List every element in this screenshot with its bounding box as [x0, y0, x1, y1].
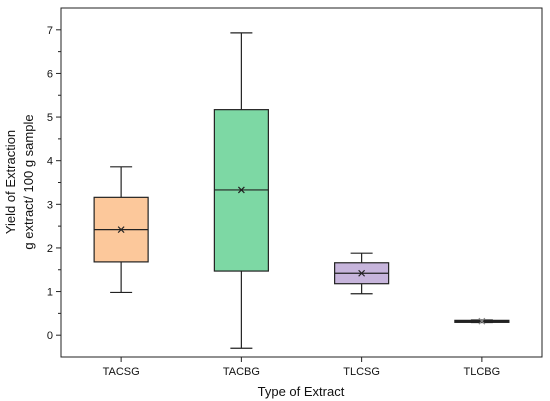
y-tick-label: 2 — [47, 243, 53, 255]
x-axis-title: Type of Extract — [258, 384, 345, 399]
box-tacsg — [93, 166, 149, 294]
mean-marker — [358, 269, 366, 277]
boxes-layer — [93, 32, 510, 349]
y-tick-label: 7 — [47, 25, 53, 37]
y-tick-label: 4 — [47, 156, 53, 168]
box-tlcsg — [334, 252, 390, 295]
box-tlcbg — [454, 317, 510, 325]
y-tick-label: 0 — [47, 330, 53, 342]
x-axis: TACSG TACBG TLCSG TLCBG — [103, 357, 501, 378]
y-tick-label: 3 — [47, 199, 53, 211]
mean-marker — [478, 317, 486, 325]
x-tick-label: TACSG — [103, 366, 140, 378]
plot-frame — [60, 7, 543, 358]
y-axis-title-line1: Yield of Extraction — [3, 130, 18, 234]
x-tick-label: TACBG — [223, 366, 260, 378]
mean-marker — [237, 186, 245, 194]
y-axis-title-line2: g extract/ 100 g sample — [21, 114, 36, 249]
y-tick-label: 1 — [47, 287, 53, 299]
box-tacbg — [213, 32, 269, 349]
y-axis: 0 1 2 3 4 5 6 7 — [47, 25, 61, 342]
mean-marker — [117, 226, 125, 234]
x-tick-label: TLCSG — [343, 366, 380, 378]
x-tick-label: TLCBG — [464, 366, 501, 378]
y-tick-label: 5 — [47, 112, 53, 124]
y-tick-label: 6 — [47, 68, 53, 80]
